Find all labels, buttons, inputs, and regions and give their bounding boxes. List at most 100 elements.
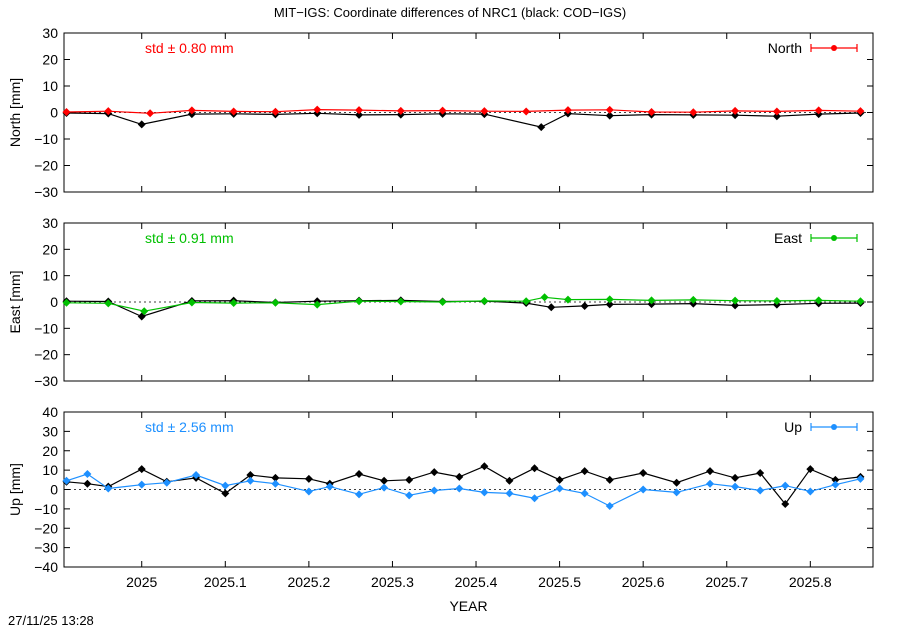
up-ytick-label: 10	[42, 462, 58, 478]
north-ytick-label: 20	[42, 52, 58, 68]
up-data-point	[405, 491, 414, 500]
up-legend-label: Up	[784, 419, 802, 435]
up-data-point	[731, 473, 740, 482]
up-xtick-label: 2025.7	[705, 574, 748, 590]
up-data-point	[672, 478, 681, 487]
up-data-point	[271, 473, 280, 482]
up-data-point	[555, 484, 564, 493]
east-data-point	[396, 297, 405, 306]
up-ytick-label: −20	[34, 520, 58, 536]
east-ytick-label: 0	[50, 294, 58, 310]
north-std-label: std ± 0.80 mm	[145, 40, 234, 56]
up-data-point	[806, 487, 815, 496]
east-data-point	[689, 295, 698, 304]
east-ytick-label: 30	[42, 215, 58, 231]
east-std-label: std ± 0.91 mm	[145, 230, 234, 246]
up-data-point	[505, 476, 514, 485]
north-data-point	[355, 110, 364, 119]
up-data-point	[246, 476, 255, 485]
up-series-mit-igs	[62, 470, 865, 510]
up-data-point	[580, 489, 589, 498]
east-y-axis-label: East [mm]	[7, 270, 23, 333]
up-panel: −40 −30 −20 −10 0 10 20 30 40 2025 2025.1 2025.2 202…	[7, 404, 874, 614]
east-data-point	[62, 298, 71, 307]
up-data-point	[580, 467, 589, 476]
up-xtick-label: 2025	[126, 574, 157, 590]
up-data-point	[62, 476, 71, 485]
up-data-point	[605, 501, 614, 510]
up-ytick-label: −30	[34, 540, 58, 556]
north-data-point	[563, 106, 572, 115]
up-ytick-label: 0	[50, 482, 58, 498]
east-data-point	[313, 300, 322, 309]
figure-title: MIT−IGS: Coordinate differences of NRC1 …	[274, 5, 626, 20]
north-ytick-label: 0	[50, 105, 58, 121]
north-data-point	[229, 107, 238, 116]
east-data-point	[605, 300, 614, 309]
up-data-point	[856, 474, 865, 483]
east-data-point	[814, 296, 823, 305]
up-data-point	[781, 481, 790, 490]
up-data-point	[137, 465, 146, 474]
up-xtick-label: 2025.3	[371, 574, 414, 590]
north-data-point	[772, 107, 781, 116]
up-xtick-label: 2025.6	[622, 574, 665, 590]
east-data-point	[772, 296, 781, 305]
up-data-point	[639, 469, 648, 478]
up-data-point	[162, 478, 171, 487]
east-data-point	[605, 295, 614, 304]
up-data-point	[304, 487, 313, 496]
north-data-point	[480, 107, 489, 116]
north-data-point	[731, 106, 740, 115]
up-x-axis-label: YEAR	[449, 598, 487, 614]
up-data-point	[221, 481, 230, 490]
north-data-point	[187, 106, 196, 115]
up-data-point	[380, 476, 389, 485]
up-data-point	[480, 462, 489, 471]
up-xtick-label: 2025.4	[455, 574, 498, 590]
north-data-point	[814, 106, 823, 115]
east-data-point	[187, 298, 196, 307]
east-data-point	[731, 301, 740, 310]
east-series-mit-igs	[62, 293, 865, 316]
north-data-point	[856, 107, 865, 116]
north-data-point	[772, 112, 781, 121]
up-ytick-label: −10	[34, 501, 58, 517]
up-data-point	[355, 470, 364, 478]
up-std-label: std ± 2.56 mm	[145, 419, 234, 435]
north-legend-marker	[831, 45, 837, 51]
east-data-point	[140, 307, 149, 316]
up-data-point	[706, 479, 715, 488]
up-xtick-label: 2025.1	[204, 574, 247, 590]
up-data-point	[672, 488, 681, 497]
up-data-point	[480, 488, 489, 497]
north-series-mit-igs	[62, 105, 865, 118]
up-data-point	[756, 469, 765, 478]
up-series-cod-igs	[62, 462, 865, 509]
east-series-line	[66, 296, 861, 312]
up-data-point	[83, 470, 92, 478]
up-data-point	[731, 482, 740, 491]
north-panel: −30 −20 −10 0 10 20 30 North [mm] std ± 0.80 mm N…	[7, 25, 874, 200]
up-data-point	[639, 485, 648, 494]
east-data-point	[563, 295, 572, 304]
east-panel: −30 −20 −10 0 10 20 30 East [mm] std ± 0.91 mm Ea…	[7, 215, 874, 389]
east-series-line	[66, 299, 861, 318]
north-data-point	[104, 107, 113, 116]
up-data-point	[221, 489, 230, 498]
up-data-point	[831, 475, 840, 484]
up-data-point	[455, 472, 464, 481]
north-data-point	[62, 107, 71, 116]
north-y-axis-label: North [mm]	[7, 78, 23, 147]
east-series-cod-igs	[62, 296, 865, 321]
up-data-point	[831, 480, 840, 489]
north-data-point	[137, 120, 146, 129]
up-data-point	[83, 479, 92, 488]
north-ytick-label: 30	[42, 25, 58, 41]
up-data-point	[430, 486, 439, 495]
north-ytick-label: −30	[34, 184, 58, 200]
north-data-point	[396, 106, 405, 115]
up-ytick-label: 20	[42, 443, 58, 459]
up-y-axis-label: Up [mm]	[7, 463, 23, 516]
